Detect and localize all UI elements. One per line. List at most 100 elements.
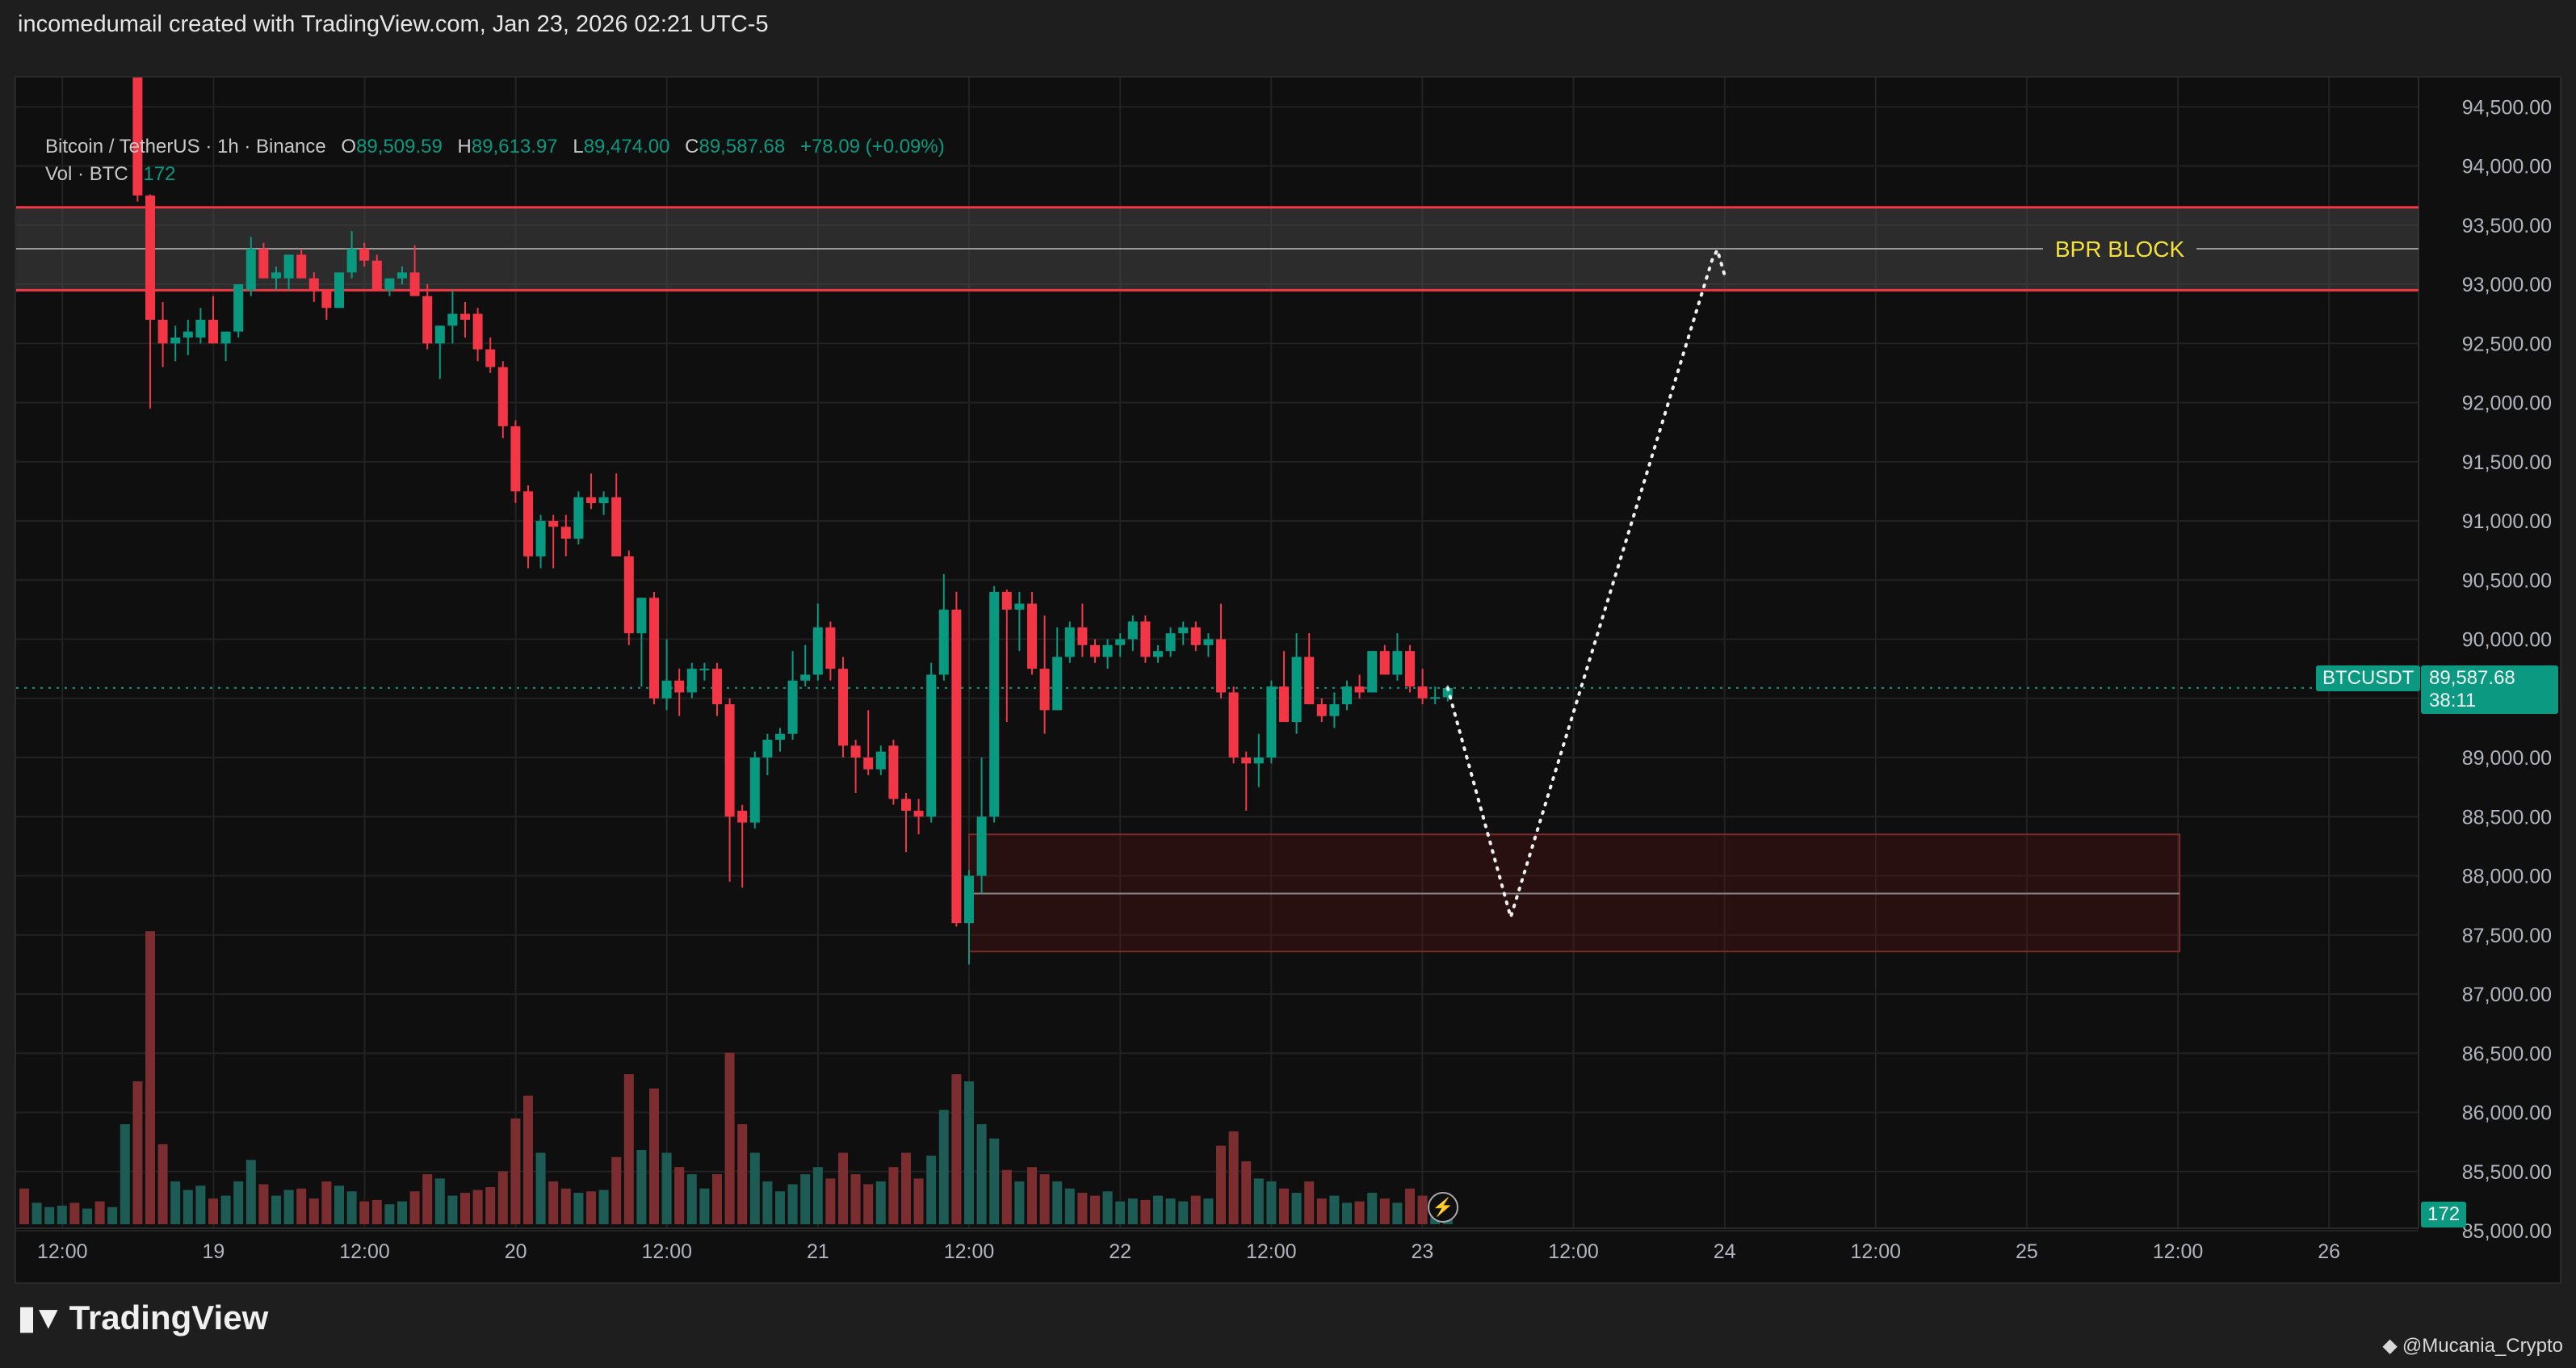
candle-body xyxy=(775,733,785,741)
candle-body xyxy=(989,591,1000,817)
candle-body xyxy=(875,751,886,770)
candle-body xyxy=(1417,686,1428,699)
candle-body xyxy=(1127,621,1138,640)
volume-legend: Vol · BTC 172 xyxy=(45,163,175,186)
volume-bar xyxy=(1178,1201,1189,1224)
volume-bar xyxy=(296,1188,307,1224)
candle-body xyxy=(712,669,722,705)
tradingview-logo[interactable]: ▮▼ TradingView xyxy=(18,1299,268,1337)
volume-bar xyxy=(447,1195,458,1224)
volume-bar xyxy=(1405,1188,1415,1224)
candle-body xyxy=(724,704,735,817)
volume-bar xyxy=(762,1181,773,1224)
candle-body xyxy=(1379,651,1390,675)
price-tick-label: 90,000.00 xyxy=(2462,629,2552,652)
candle-body xyxy=(598,497,609,504)
volume-bar xyxy=(1342,1202,1352,1224)
volume-bar xyxy=(1367,1193,1378,1224)
candle-body xyxy=(649,598,659,699)
volume-bar xyxy=(1090,1195,1100,1224)
volume-bar xyxy=(371,1199,382,1224)
volume-bar xyxy=(964,1081,974,1224)
lightning-icon[interactable]: ⚡ xyxy=(1428,1192,1458,1223)
symbol-title[interactable]: Bitcoin / TetherUS · 1h · Binance xyxy=(45,136,326,157)
candle-body xyxy=(1140,621,1151,657)
volume-bar xyxy=(422,1174,433,1224)
volume-bar xyxy=(19,1188,29,1224)
candle-body xyxy=(422,296,433,344)
tv-logo-icon: ▮▼ xyxy=(18,1300,65,1336)
candle-body xyxy=(951,609,962,924)
candle-body xyxy=(523,491,533,556)
candle-body xyxy=(271,272,281,279)
candle-body xyxy=(535,521,546,556)
volume-bar xyxy=(208,1198,218,1224)
candle-body xyxy=(485,349,496,367)
candle-body xyxy=(384,278,395,291)
candle-body xyxy=(1102,644,1113,657)
volume-bar xyxy=(283,1190,294,1224)
author-watermark: ◆ @Mucania_Crypto xyxy=(2382,1334,2563,1358)
candle-body xyxy=(548,521,559,527)
volume-bar xyxy=(1279,1188,1289,1224)
volume-bar xyxy=(94,1201,105,1224)
volume-bar xyxy=(69,1202,80,1224)
low-value: 89,474.00 xyxy=(583,136,670,157)
volume-bar xyxy=(1052,1181,1063,1224)
volume-bar xyxy=(712,1174,722,1224)
candle-body xyxy=(460,313,470,320)
candle-body xyxy=(611,497,622,556)
time-tick-label: 12:00 xyxy=(339,1240,390,1263)
volume-bar xyxy=(1291,1193,1302,1224)
volume-bar xyxy=(586,1191,596,1224)
time-tick-label: 26 xyxy=(2318,1240,2340,1263)
symbol-price-tag: BTCUSDT xyxy=(2316,665,2421,691)
plot-layer: BPR BLOCK xyxy=(16,78,2419,1224)
close-value: 89,587.68 xyxy=(699,136,786,157)
candle-body xyxy=(964,875,974,924)
volume-bar xyxy=(838,1152,848,1224)
candle-body xyxy=(976,816,987,876)
candle-body xyxy=(1216,639,1226,693)
volume-bar xyxy=(1064,1188,1075,1224)
candle-body xyxy=(472,313,483,350)
time-tick-label: 12:00 xyxy=(1548,1240,1599,1263)
volume-tag: 172 xyxy=(2421,1202,2467,1227)
candle-body xyxy=(1178,627,1189,634)
volume-bar xyxy=(913,1178,924,1224)
volume-label[interactable]: Vol · BTC xyxy=(45,163,128,185)
candlestick-chart[interactable]: 95,000.0094,500.0094,000.0093,500.0093,0… xyxy=(16,78,2560,1282)
price-tick-label: 93,000.00 xyxy=(2462,274,2552,296)
time-tick-label: 12:00 xyxy=(37,1240,88,1263)
volume-bar xyxy=(44,1206,55,1224)
volume-bar xyxy=(812,1167,823,1224)
chart-area[interactable]: 95,000.0094,500.0094,000.0093,500.0093,0… xyxy=(15,76,2561,1284)
volume-bar xyxy=(1392,1202,1403,1224)
candle-body xyxy=(1153,651,1163,657)
price-tick-label: 90,500.00 xyxy=(2462,569,2552,592)
candle-body xyxy=(308,278,319,291)
candle-body xyxy=(1266,686,1277,757)
price-tick-label: 91,000.00 xyxy=(2462,510,2552,533)
candle-body xyxy=(1039,669,1050,711)
volume-bar xyxy=(1354,1201,1365,1224)
candle-body xyxy=(1014,603,1025,610)
volume-bar xyxy=(195,1185,206,1224)
volume-bar xyxy=(1153,1195,1163,1224)
candle-body xyxy=(737,810,748,823)
price-tick-label: 94,000.00 xyxy=(2462,156,2552,178)
candle-body xyxy=(346,249,357,273)
volume-bar xyxy=(560,1188,571,1224)
volume-bar xyxy=(1241,1161,1252,1224)
volume-bar xyxy=(1253,1178,1264,1224)
time-tick-label: 12:00 xyxy=(641,1240,692,1263)
price-tick-label: 86,500.00 xyxy=(2462,1043,2552,1065)
high-value: 89,613.97 xyxy=(471,136,558,157)
candle-body xyxy=(1253,757,1264,764)
time-tick-label: 25 xyxy=(2016,1240,2038,1263)
candle-body xyxy=(1190,627,1201,645)
price-tick-label: 87,000.00 xyxy=(2462,984,2552,1006)
volume-bar xyxy=(749,1152,760,1224)
volume-bar xyxy=(31,1202,42,1224)
candle-body xyxy=(447,313,458,326)
